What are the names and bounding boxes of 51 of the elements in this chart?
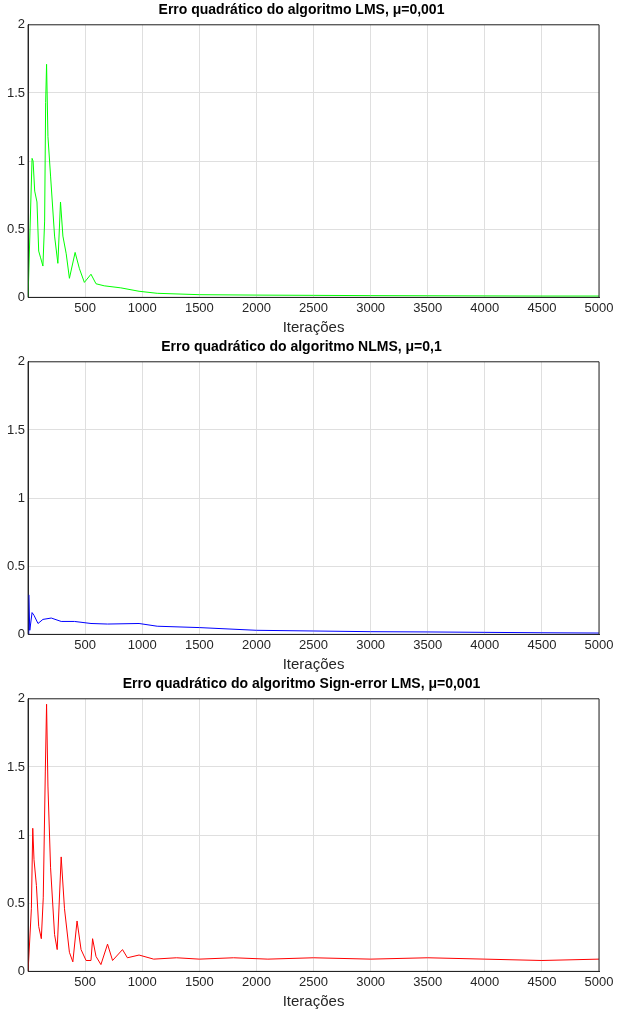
y-tick-label: 0.5: [6, 220, 26, 236]
y-tick-label: 0.5: [6, 894, 26, 910]
x-tick-label: 4500: [527, 973, 557, 989]
x-tick-label: 2000: [241, 973, 271, 989]
x-tick-label: 5000: [584, 299, 614, 315]
x-tick-label: 1500: [184, 299, 214, 315]
x-tick-label: 1000: [127, 973, 157, 989]
y-tick-label: 1.5: [6, 421, 26, 437]
y-tick-label: 1.5: [6, 758, 26, 774]
x-tick-label: 1000: [127, 636, 157, 652]
x-axis-title: Iterações: [282, 318, 345, 336]
y-tick-label: 0: [17, 625, 26, 641]
y-tick-label: 0: [17, 962, 26, 978]
y-tick-label: 1: [17, 826, 26, 842]
chart-title: Erro quadrático do algoritmo NLMS, μ=0,1: [161, 338, 442, 355]
x-tick-label: 4000: [470, 636, 500, 652]
x-tick-label: 500: [74, 973, 97, 989]
x-tick-label: 2500: [299, 299, 328, 315]
x-tick-label: 4000: [470, 973, 500, 989]
chart-title: Erro quadrático do algoritmo LMS, μ=0,001: [158, 1, 445, 18]
y-tick-label: 2: [17, 16, 26, 32]
x-tick-label: 5000: [584, 636, 614, 652]
y-tick-label: 0: [17, 288, 26, 304]
x-tick-label: 3000: [356, 973, 386, 989]
y-tick-label: 2: [17, 353, 26, 369]
y-tick-label: 0.5: [6, 557, 26, 573]
x-tick-label: 4500: [527, 299, 557, 315]
x-tick-label: 4000: [470, 299, 500, 315]
x-axis-title: Iterações: [282, 655, 345, 673]
x-tick-label: 3000: [356, 636, 386, 652]
chart-title: Erro quadrático do algoritmo Sign-error LMS, μ=0,001: [122, 675, 481, 692]
x-tick-label: 1500: [184, 973, 214, 989]
x-tick-label: 3500: [413, 973, 443, 989]
x-tick-label: 1500: [184, 636, 214, 652]
y-tick-label: 1: [17, 489, 26, 505]
x-tick-label: 2000: [241, 299, 271, 315]
y-tick-label: 1.5: [6, 84, 26, 100]
x-tick-label: 5000: [584, 973, 614, 989]
x-tick-label: 4500: [527, 636, 557, 652]
x-tick-label: 1000: [127, 299, 157, 315]
x-tick-label: 3000: [356, 299, 386, 315]
x-tick-label: 2500: [299, 973, 328, 989]
x-tick-label: 500: [74, 636, 97, 652]
x-tick-label: 500: [74, 299, 97, 315]
x-tick-label: 3500: [413, 299, 443, 315]
x-tick-label: 2000: [241, 636, 271, 652]
y-tick-label: 1: [17, 152, 26, 168]
y-tick-label: 2: [17, 690, 26, 706]
x-tick-label: 3500: [413, 636, 443, 652]
x-axis-title: Iterações: [282, 992, 345, 1010]
x-tick-label: 2500: [299, 636, 328, 652]
